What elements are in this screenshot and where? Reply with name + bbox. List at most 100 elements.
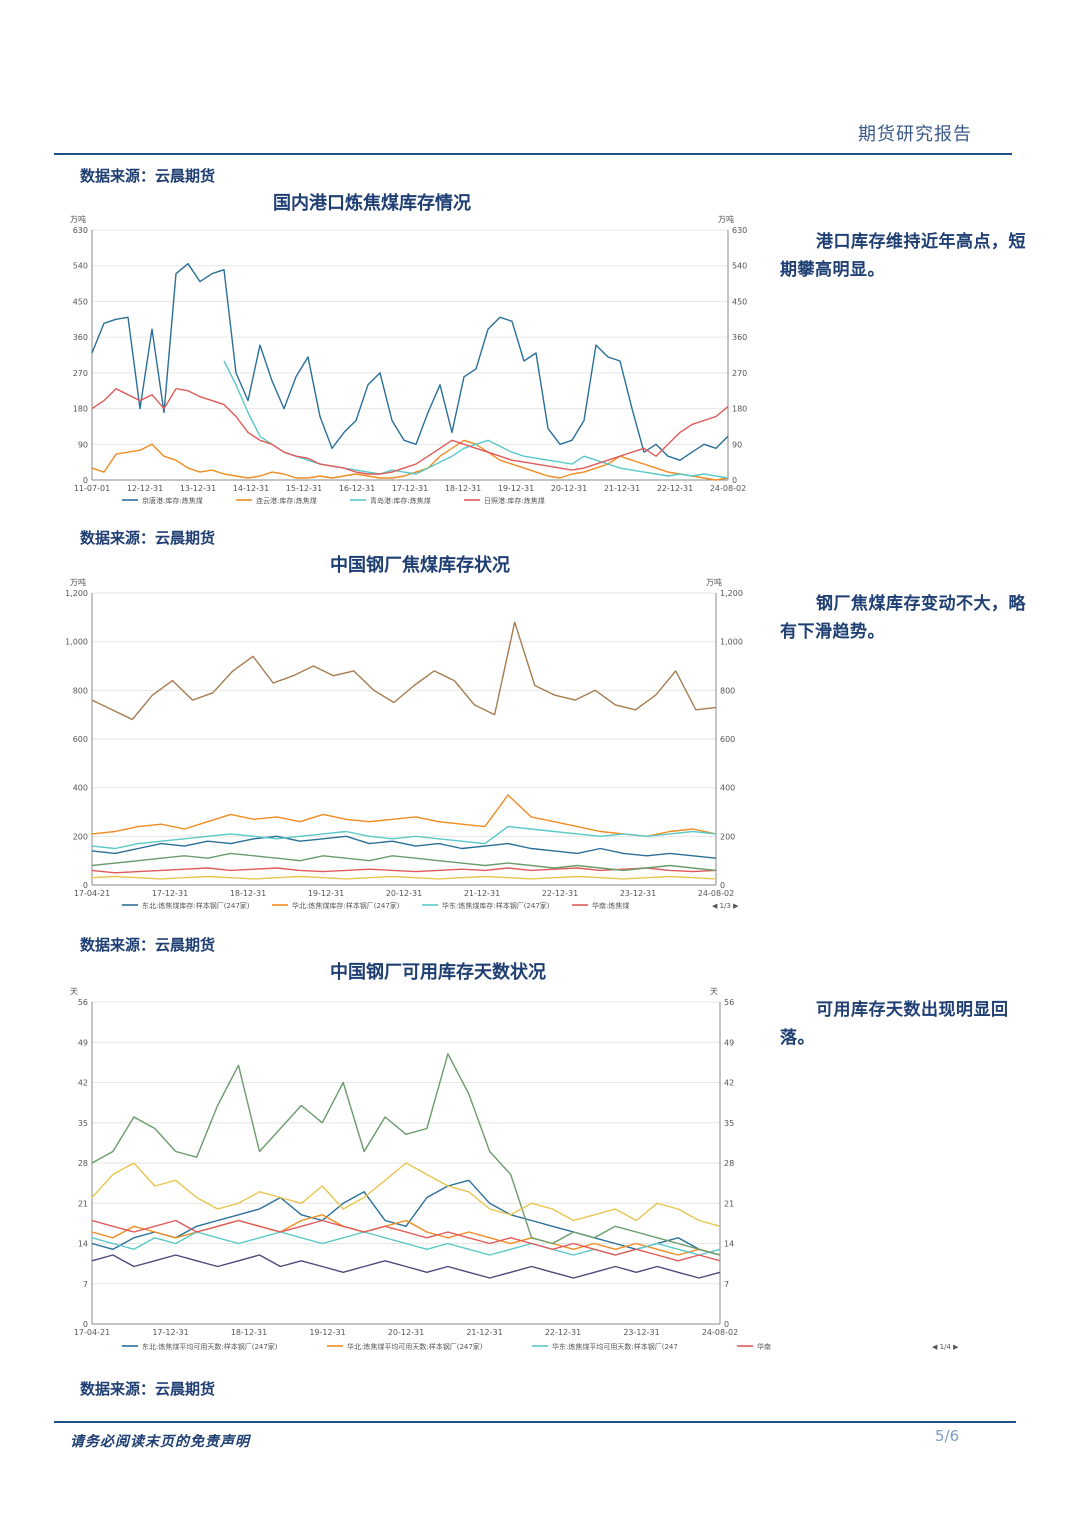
y-unit-left: 万吨 — [70, 577, 86, 587]
y-tick-label-left: 200 — [73, 832, 88, 841]
y-tick-label-right: 28 — [724, 1159, 734, 1168]
x-tick-label: 20-12-31 — [388, 1328, 424, 1337]
y-tick-label-right: 180 — [732, 405, 747, 414]
legend-label: 京唐港:库存:炼焦煤 — [142, 496, 203, 505]
x-tick-label: 18-12-31 — [230, 889, 266, 898]
y-tick-label-right: 1,000 — [720, 638, 743, 647]
y-tick-label-right: 400 — [720, 784, 735, 793]
chart2-note: 钢厂焦煤库存变动不大，略有下滑趋势。 — [780, 594, 1026, 642]
y-tick-label-left: 7 — [83, 1280, 88, 1289]
legend-label: 华北:炼焦煤平均可用天数:样本钢厂(247家) — [347, 1342, 483, 1351]
legend-label: 华北:炼焦煤库存:样本钢厂(247家) — [292, 901, 400, 910]
chart3-note: 可用库存天数出现明显回落。 — [780, 1000, 1009, 1048]
legend-label: 华南:炼焦煤 — [592, 901, 629, 910]
series-line — [91, 621, 717, 721]
y-unit-left: 天 — [70, 987, 78, 996]
page-number: 5/6 — [935, 1427, 960, 1445]
series-line — [91, 1162, 721, 1227]
y-tick-label-left: 270 — [73, 369, 88, 378]
x-tick-label: 19-12-31 — [498, 484, 534, 493]
series-line — [91, 835, 717, 859]
legend-label: 日照港:库存:炼焦煤 — [484, 496, 545, 505]
y-tick-label-left: 90 — [78, 440, 88, 449]
y-tick-label-left: 630 — [73, 226, 88, 235]
x-tick-label: 17-12-31 — [152, 1328, 188, 1337]
x-tick-label: 18-12-31 — [231, 1328, 267, 1337]
y-tick-label-left: 21 — [78, 1199, 88, 1208]
chart2-title: 中国钢厂焦煤库存状况 — [330, 555, 510, 576]
x-tick-label: 23-12-31 — [623, 1328, 659, 1337]
x-tick-label: 17-04-21 — [74, 889, 110, 898]
x-tick-label: 24-08-02 — [702, 1328, 738, 1337]
y-tick-label-left: 600 — [73, 735, 88, 744]
y-unit-right: 天 — [710, 987, 718, 996]
series-line — [91, 1179, 721, 1256]
chart-mill-coking-coal-inventory: 0 0 200 200 400 400 600 600 800 800 1,000 1,000 1,20… — [65, 577, 743, 910]
series-line — [91, 1254, 721, 1279]
x-tick-label: 12-12-31 — [127, 484, 163, 493]
x-tick-label: 11-07-01 — [74, 484, 110, 493]
y-tick-label-left: 800 — [73, 686, 88, 695]
y-tick-label-right: 0 — [724, 1320, 729, 1329]
y-tick-label-right: 1,200 — [720, 589, 743, 598]
legend-label: 东北:炼焦煤平均可用天数:样本钢厂(247家) — [142, 1342, 278, 1351]
x-tick-label: 21-12-31 — [466, 1328, 502, 1337]
x-tick-label: 13-12-31 — [180, 484, 216, 493]
y-tick-label-left: 450 — [73, 297, 88, 306]
footer-divider — [54, 1421, 1016, 1423]
x-tick-label: 17-12-31 — [392, 484, 428, 493]
chart1-title: 国内港口炼焦煤库存情况 — [273, 193, 471, 214]
legend-page-indicator: ◀ 1/4 ▶ — [932, 1343, 959, 1351]
y-tick-label-left: 35 — [78, 1119, 88, 1128]
chart2-source: 数据来源：云晨期货 — [80, 529, 216, 547]
header-divider — [54, 153, 1012, 155]
x-tick-label: 19-12-31 — [309, 1328, 345, 1337]
footer-disclaimer: 请务必阅读末页的免责声明 — [70, 1434, 250, 1450]
x-tick-label: 14-12-31 — [233, 484, 269, 493]
y-tick-label-right: 0 — [720, 881, 725, 890]
legend-label: 连云港:库存:炼焦煤 — [256, 496, 317, 505]
y-tick-label-right: 600 — [720, 735, 735, 744]
chart3-source: 数据来源：云晨期货 — [80, 936, 216, 954]
x-tick-label: 20-12-31 — [386, 889, 422, 898]
legend-label: 华南 — [757, 1342, 771, 1351]
y-tick-label-right: 56 — [724, 998, 734, 1007]
y-tick-label-left: 49 — [78, 1038, 88, 1047]
series-line — [91, 388, 729, 475]
x-tick-label: 22-12-31 — [542, 889, 578, 898]
series-line — [91, 1214, 721, 1256]
y-tick-label-right: 90 — [732, 440, 742, 449]
legend-label: 青岛港:库存:炼焦煤 — [370, 496, 431, 505]
chart1-note: 港口库存维持近年高点，短期攀高明显。 — [780, 232, 1026, 280]
y-tick-label-right: 0 — [732, 476, 737, 485]
x-tick-label: 22-12-31 — [657, 484, 693, 493]
series-line — [223, 360, 729, 479]
final-source: 数据来源：云晨期货 — [80, 1380, 216, 1398]
x-tick-label: 24-08-02 — [710, 484, 746, 493]
y-tick-label-left: 180 — [73, 405, 88, 414]
x-tick-label: 22-12-31 — [545, 1328, 581, 1337]
series-line — [91, 1219, 721, 1262]
legend-label: 东北:炼焦煤库存:样本钢厂(247家) — [142, 901, 250, 910]
x-tick-label: 16-12-31 — [339, 484, 375, 493]
y-tick-label-left: 28 — [78, 1159, 88, 1168]
x-tick-label: 20-12-31 — [551, 484, 587, 493]
y-tick-label-left: 540 — [73, 262, 88, 271]
x-tick-label: 21-12-31 — [604, 484, 640, 493]
series-line — [91, 852, 717, 872]
legend-page-indicator: ◀ 1/3 ▶ — [712, 902, 739, 910]
y-unit-right: 万吨 — [718, 214, 734, 224]
y-tick-label-left: 14 — [78, 1240, 88, 1249]
series-line — [91, 825, 717, 850]
y-tick-label-right: 42 — [724, 1079, 734, 1088]
x-tick-label: 17-04-21 — [74, 1328, 110, 1337]
x-tick-label: 17-12-31 — [152, 889, 188, 898]
y-tick-label-right: 14 — [724, 1240, 734, 1249]
y-tick-label-right: 21 — [724, 1199, 734, 1208]
y-tick-label-left: 0 — [83, 476, 88, 485]
y-tick-label-left: 400 — [73, 784, 88, 793]
report-header-title: 期货研究报告 — [858, 124, 972, 145]
y-tick-label-left: 56 — [78, 998, 88, 1007]
y-unit-right: 万吨 — [706, 577, 722, 587]
y-tick-label-left: 1,200 — [65, 589, 88, 598]
